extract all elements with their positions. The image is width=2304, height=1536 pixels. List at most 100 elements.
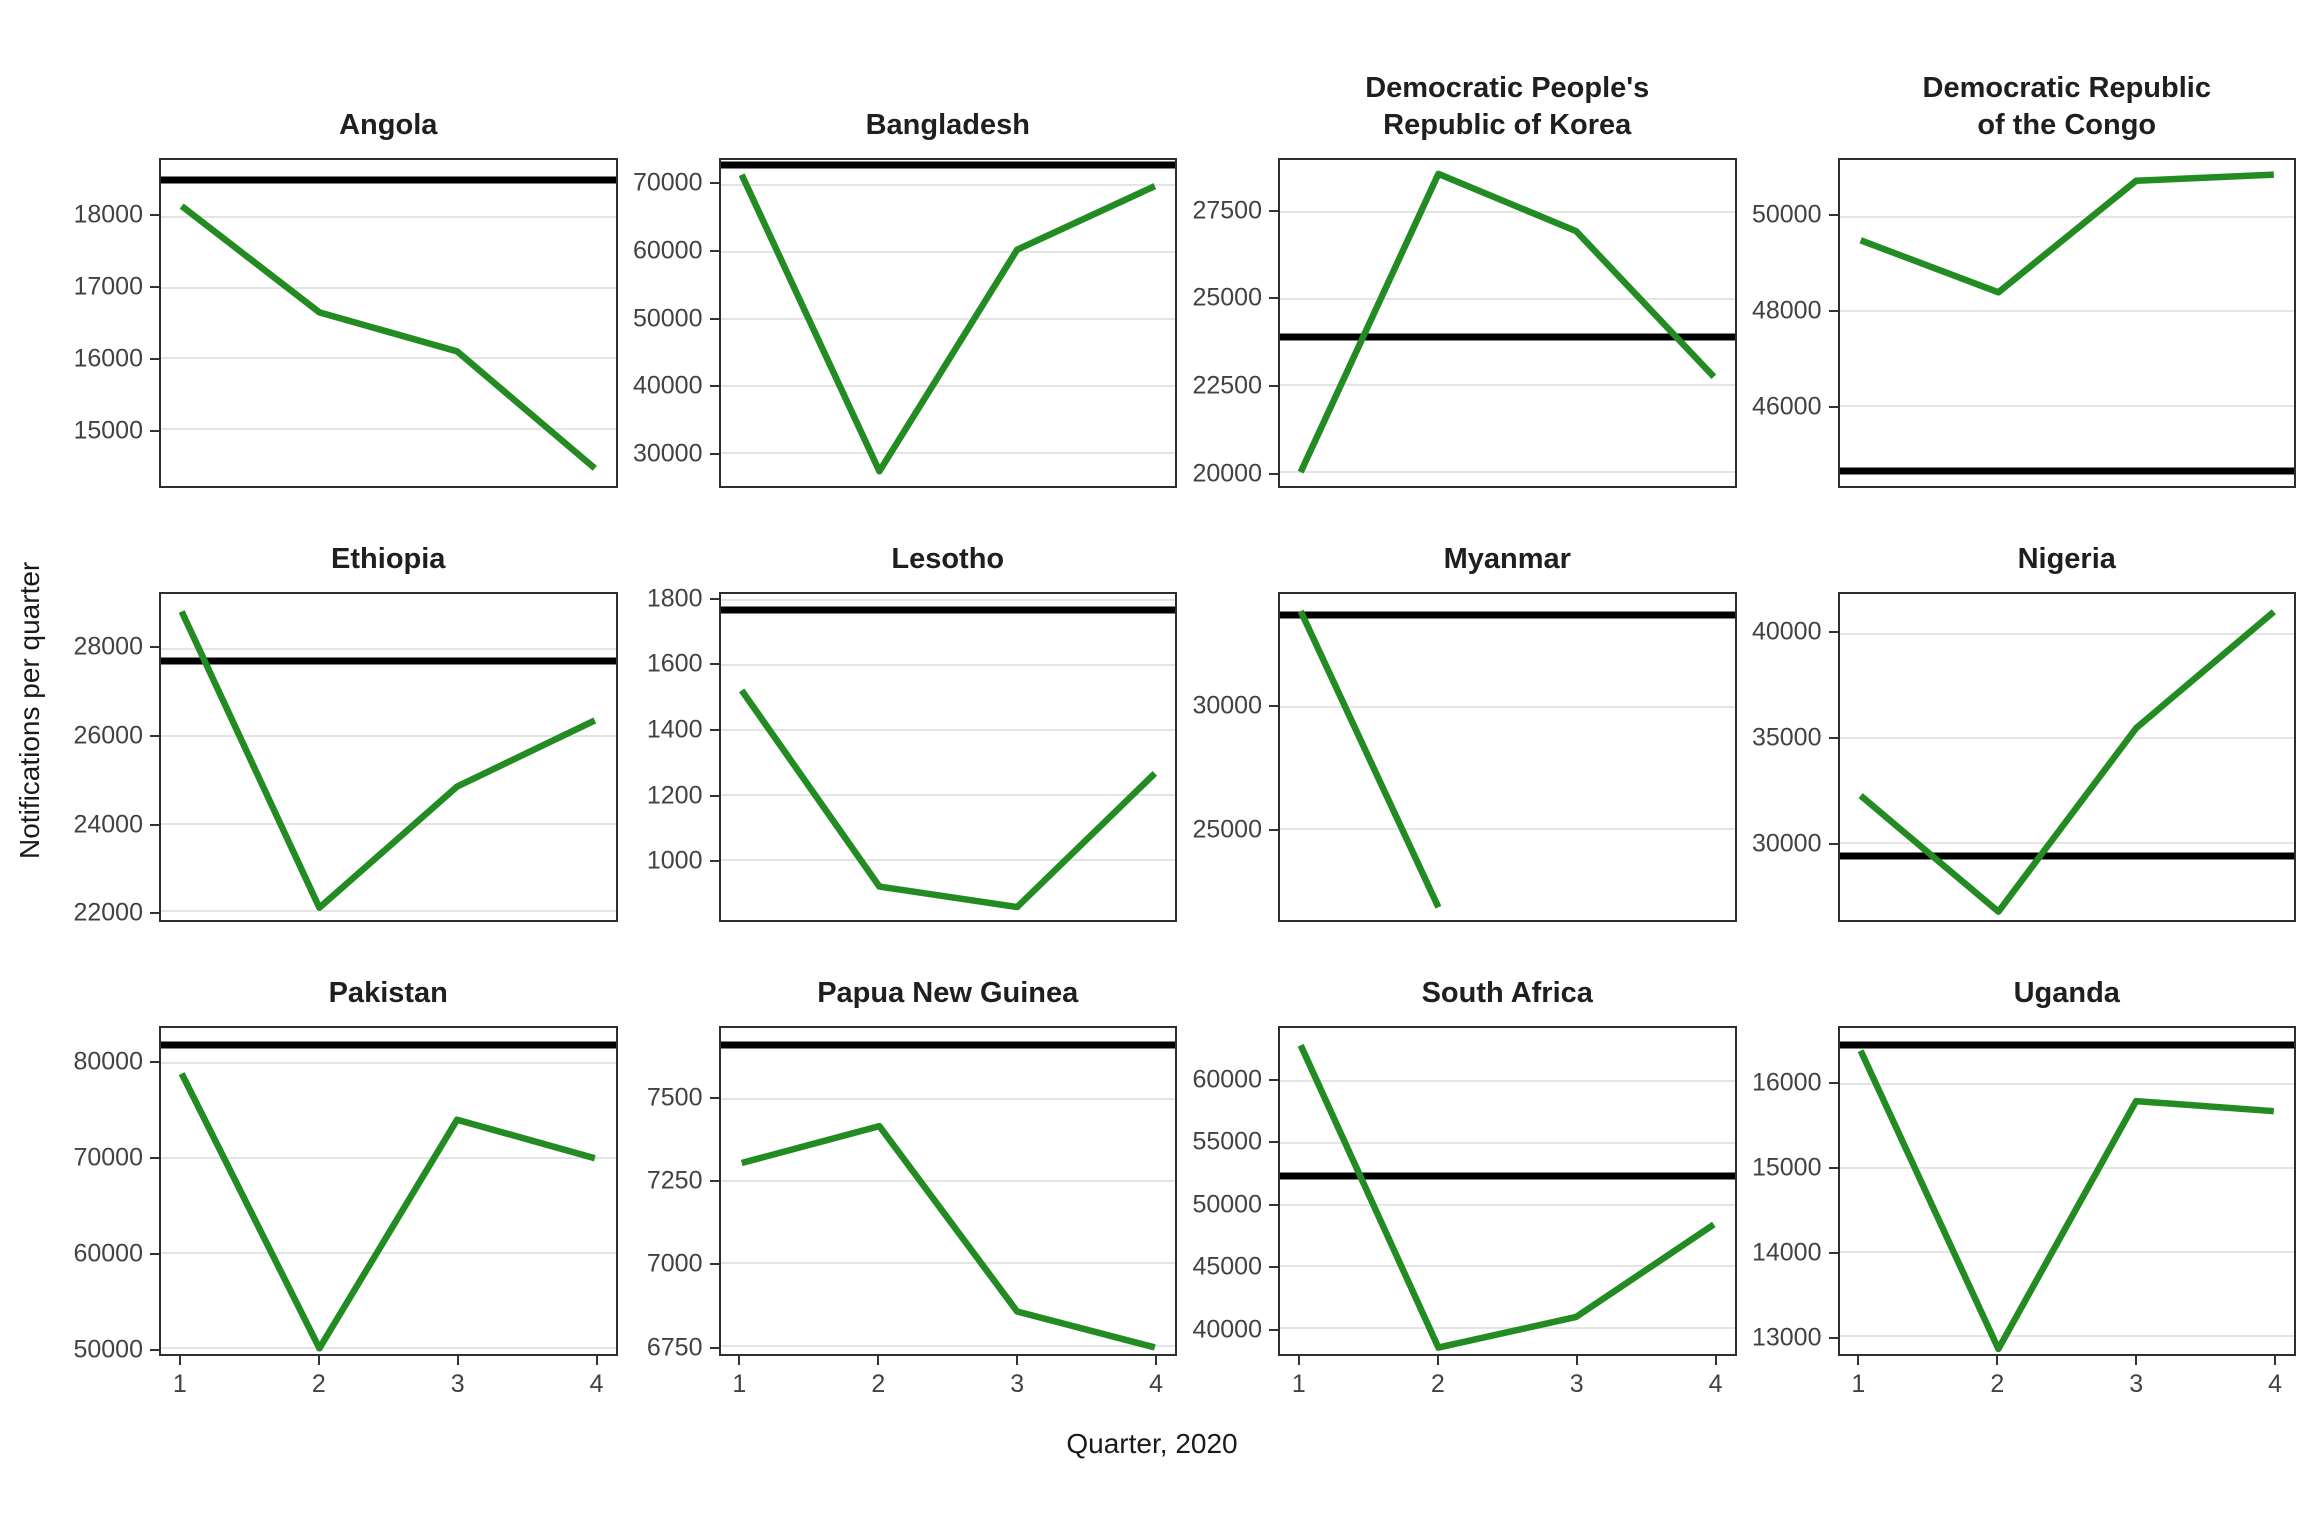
panel-title-line: Pakistan bbox=[328, 977, 448, 1009]
y-tick-label: 30000 bbox=[1192, 691, 1262, 720]
gridline bbox=[720, 1344, 1175, 1347]
y-tick-label: 55000 bbox=[1192, 1127, 1262, 1156]
panel-dpr-korea: Democratic People's Republic of Korea 2000… bbox=[1183, 40, 1737, 488]
x-tick-mark bbox=[2135, 1356, 2138, 1365]
y-tick-label: 50000 bbox=[1192, 1190, 1262, 1219]
gridline bbox=[720, 1097, 1175, 1100]
series-svg bbox=[1840, 160, 2295, 486]
gridline bbox=[720, 250, 1175, 253]
y-tick-mark bbox=[1269, 829, 1278, 832]
y-tick-mark bbox=[709, 1346, 719, 1349]
panel-title: Pakistan bbox=[159, 956, 618, 1026]
series-svg bbox=[1280, 160, 1735, 486]
y-tick-label: 50000 bbox=[1751, 200, 1822, 229]
plot-row: 6750 7000 7250 7500 bbox=[624, 1026, 1177, 1361]
plot-row: 25000 30000 bbox=[1183, 592, 1737, 922]
y-tick-label: 1000 bbox=[646, 846, 703, 875]
plot-area bbox=[1837, 592, 2296, 922]
y-tick-mark bbox=[1269, 1203, 1278, 1206]
x-tick-mark bbox=[1297, 1356, 1300, 1365]
y-tick-label: 60000 bbox=[73, 1239, 143, 1268]
y-tick-mark bbox=[1269, 1328, 1278, 1331]
gridline bbox=[161, 1157, 616, 1160]
x-tick-label: 3 bbox=[1010, 1370, 1025, 1398]
x-axis-ticks: 1 2 3 4 bbox=[719, 1356, 1178, 1406]
y-tick-label: 22000 bbox=[73, 898, 143, 927]
panel-title: Democratic Republic of the Congo bbox=[1838, 40, 2297, 158]
gridline bbox=[720, 599, 1175, 602]
gridline bbox=[1839, 632, 2294, 635]
x-tick-mark bbox=[1714, 1356, 1717, 1365]
x-tick-mark bbox=[317, 1356, 320, 1365]
plot-area bbox=[1278, 1026, 1737, 1356]
panel-title: Ethiopia bbox=[159, 522, 618, 592]
plot-row: 40000 45000 50000 55000 60000 bbox=[1183, 1026, 1737, 1356]
x-tick-mark bbox=[1575, 1356, 1578, 1365]
y-tick-label: 80000 bbox=[73, 1047, 143, 1076]
plot-area bbox=[159, 158, 618, 488]
x-tick-label: 1 bbox=[1851, 1370, 1866, 1398]
y-tick-mark bbox=[150, 1060, 159, 1063]
data-line bbox=[182, 206, 595, 468]
gridline bbox=[1280, 297, 1735, 300]
reference-line bbox=[1839, 1041, 2294, 1049]
y-tick-label: 15000 bbox=[73, 416, 143, 445]
gridline bbox=[1839, 841, 2294, 844]
gridline bbox=[1839, 215, 2294, 218]
x-tick-label: 1 bbox=[1291, 1370, 1306, 1398]
data-line bbox=[182, 1074, 595, 1349]
y-tick-mark bbox=[1828, 631, 1838, 634]
y-tick-mark bbox=[1269, 1266, 1278, 1269]
facet-grid: Angola 15000 16000 17000 18000 Bangladesh 3000… bbox=[64, 40, 2296, 1406]
data-line bbox=[1301, 1045, 1714, 1347]
y-tick-label: 40000 bbox=[632, 371, 703, 400]
y-tick-mark bbox=[709, 1096, 719, 1099]
gridline bbox=[720, 794, 1175, 797]
panel-title: Papua New Guinea bbox=[719, 956, 1178, 1026]
y-tick-mark bbox=[1828, 842, 1838, 845]
panel-title-line: Ethiopia bbox=[331, 543, 446, 575]
gridline bbox=[1839, 1083, 2294, 1086]
gridline bbox=[161, 1062, 616, 1065]
series-svg bbox=[1840, 594, 2295, 920]
y-tick-label: 22500 bbox=[1192, 371, 1262, 400]
y-tick-label: 45000 bbox=[1192, 1252, 1262, 1281]
y-tick-label: 25000 bbox=[1192, 815, 1262, 844]
y-tick-label: 40000 bbox=[1192, 1315, 1262, 1344]
gridline bbox=[720, 1180, 1175, 1183]
data-line bbox=[741, 1126, 1154, 1347]
panel-title: Lesotho bbox=[719, 522, 1178, 592]
gridline bbox=[161, 428, 616, 431]
x-tick-label: 4 bbox=[2268, 1370, 2283, 1398]
y-tick-label: 28000 bbox=[73, 632, 143, 661]
gridline bbox=[1839, 1167, 2294, 1170]
y-tick-label: 1600 bbox=[646, 649, 703, 678]
gridline bbox=[1280, 471, 1735, 474]
gridline bbox=[1280, 828, 1735, 831]
reference-line bbox=[161, 1041, 616, 1049]
plot-area bbox=[159, 1026, 618, 1356]
y-axis-ticks: 50000 60000 70000 80000 bbox=[64, 1026, 159, 1364]
y-tick-mark bbox=[709, 385, 719, 388]
x-tick-mark bbox=[595, 1356, 598, 1365]
y-tick-label: 60000 bbox=[632, 236, 703, 265]
y-tick-mark bbox=[1269, 209, 1278, 212]
panel-title: Uganda bbox=[1838, 956, 2297, 1026]
y-tick-label: 6750 bbox=[646, 1333, 703, 1362]
panel-south-africa: South Africa 40000 45000 50000 55000 60000 1 2 3… bbox=[1183, 956, 1737, 1406]
x-tick-label: 4 bbox=[589, 1370, 604, 1398]
gridline bbox=[1280, 1327, 1735, 1330]
y-tick-label: 60000 bbox=[1192, 1065, 1262, 1094]
gridline bbox=[1839, 1335, 2294, 1338]
y-tick-label: 16000 bbox=[1751, 1068, 1822, 1097]
panel-title-line: of the Congo bbox=[1977, 109, 2157, 141]
panel-title-line: Democratic People's bbox=[1365, 72, 1650, 104]
y-tick-mark bbox=[150, 214, 159, 217]
y-tick-mark bbox=[150, 286, 159, 289]
series-svg bbox=[721, 160, 1176, 486]
y-tick-label: 46000 bbox=[1751, 392, 1822, 421]
y-tick-mark bbox=[150, 646, 159, 649]
plot-area bbox=[1278, 592, 1737, 922]
panel-title-line: Lesotho bbox=[891, 543, 1005, 575]
plot-row: 1000 1200 1400 1600 1800 bbox=[624, 584, 1177, 922]
